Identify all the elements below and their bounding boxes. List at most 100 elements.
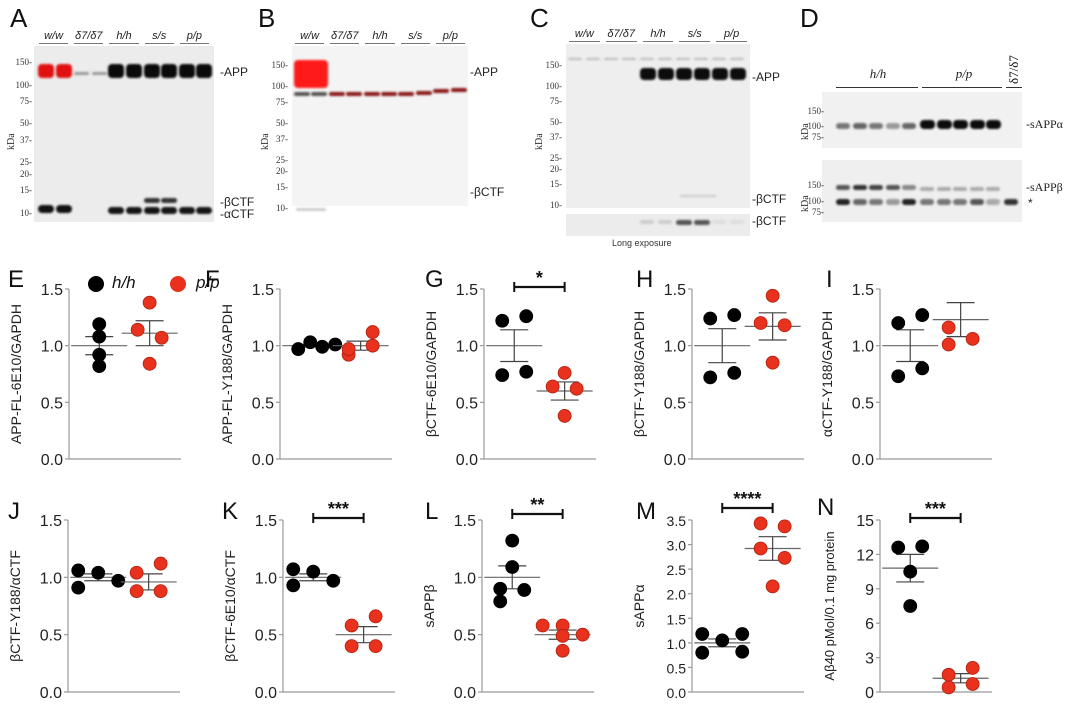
band-75 <box>294 92 310 96</box>
lane-bar <box>716 41 747 42</box>
series-pp <box>744 516 801 594</box>
mw-marker: 15- <box>276 181 288 192</box>
significance-label: *** <box>925 499 946 519</box>
band-100 <box>885 199 900 205</box>
y-tick-label: 1.5 <box>852 282 874 299</box>
mw-marker: 100- <box>807 121 825 131</box>
mw-marker: 15- <box>550 179 562 190</box>
bctf-band <box>161 198 178 203</box>
lane-bar-hh <box>836 87 918 88</box>
data-point <box>111 573 126 588</box>
series-pp <box>121 295 178 371</box>
app-band <box>74 72 89 75</box>
mw-marker: 75- <box>550 95 562 106</box>
y-tick-label: 9 <box>865 582 874 599</box>
band-100 <box>902 199 916 205</box>
data-point <box>153 556 168 571</box>
chart-panel-m: M 0.0 0.5 1.0 1.5 2.0 2.5 3.0 3.5 sAPPα **** <box>631 489 804 701</box>
y-tick-label: 1.0 <box>454 570 476 587</box>
y-tick-label: 0.0 <box>454 685 476 702</box>
panel-letter: E <box>8 266 24 293</box>
data-point <box>903 564 918 579</box>
band-100 <box>920 199 934 205</box>
y-tick-label: 0.5 <box>40 628 62 645</box>
series-hh <box>285 562 342 593</box>
y-tick-label: 0.5 <box>664 395 686 412</box>
data-point <box>142 356 157 371</box>
sapp-beta-band <box>953 187 967 191</box>
data-point <box>493 594 508 609</box>
y-tick-label: 1.5 <box>454 513 476 530</box>
data-point <box>941 337 956 352</box>
top-band <box>694 58 708 60</box>
actf-band <box>108 207 125 214</box>
lane-header: p/p <box>723 28 740 40</box>
mw-marker: 37- <box>20 135 32 146</box>
y-tick-label: 6 <box>865 616 874 633</box>
ctf-band <box>56 205 72 213</box>
data-point <box>765 288 780 303</box>
data-point <box>71 580 86 595</box>
band-75 <box>328 92 345 96</box>
y-tick-label: 1.0 <box>664 339 686 356</box>
y-axis-label: αCTF-Y188/GAPDH <box>819 311 835 437</box>
data-point <box>727 365 742 380</box>
lane-bar <box>400 43 430 44</box>
data-point <box>695 645 710 660</box>
y-tick-label: 2.5 <box>667 562 687 578</box>
y-tick-label: 1.0 <box>255 570 277 587</box>
panel-letter: L <box>425 498 438 525</box>
actf-band <box>178 207 195 214</box>
top-band <box>712 58 726 60</box>
panel-letter: N <box>817 494 834 521</box>
y-tick-label: 0.0 <box>41 452 63 469</box>
data-point <box>545 379 560 394</box>
y-axis-label: βCTF-Y188/GAPDH <box>631 311 647 437</box>
lane-bar <box>330 43 360 44</box>
y-tick-label: 0.0 <box>40 685 62 702</box>
band-label-app: -APP <box>752 70 781 84</box>
lane-header: s/s <box>687 28 702 40</box>
band-label-actf: -αCTF <box>220 207 255 221</box>
data-point <box>71 563 86 578</box>
sapp-beta-band <box>920 187 934 191</box>
y-tick-label: 1.5 <box>252 282 274 299</box>
data-point <box>130 322 145 337</box>
band-label-app: -APP <box>220 65 249 79</box>
sapp-alpha-band <box>969 120 985 129</box>
lane-header-pp: p/p <box>955 66 973 81</box>
series-hh <box>882 308 939 384</box>
sapp-alpha-band <box>953 120 968 129</box>
app-band <box>38 64 54 78</box>
data-point <box>753 516 768 531</box>
lane-bar <box>435 43 465 44</box>
data-point <box>753 541 768 556</box>
y-tick-label: 0.0 <box>252 452 274 469</box>
chart-panel-n: N 0 3 6 9 12 15 Aβ40 pMol/0.1 mg protein *** <box>817 494 992 702</box>
chart-panel-i: I 0.0 0.5 1.0 1.5 αCTF-Y188/GAPDH <box>819 266 992 469</box>
mw-marker: 75- <box>276 96 288 107</box>
mw-marker: 150- <box>545 60 563 70</box>
lane-header: δ7/δ7 <box>331 30 359 42</box>
series-pp <box>932 661 989 695</box>
mw-marker: 25- <box>276 154 288 165</box>
data-point <box>555 643 570 658</box>
mw-marker: 150- <box>271 60 289 70</box>
data-point <box>903 599 918 613</box>
app-band <box>712 68 728 80</box>
top-band <box>640 58 654 60</box>
lane-bar <box>569 41 600 42</box>
y-tick-label: 0.0 <box>852 452 874 469</box>
mw-marker: 100- <box>807 196 825 206</box>
mw-marker: 37- <box>276 133 288 144</box>
y-tick-label: 1.5 <box>255 513 277 530</box>
series-hh <box>484 533 541 609</box>
data-point <box>695 627 710 641</box>
data-point <box>341 342 356 356</box>
sapp-beta-band <box>869 185 883 190</box>
app-band <box>294 60 328 88</box>
chart-panel-h: H 0.0 0.5 1.0 1.5 βCTF-Y188/GAPDH <box>631 266 804 469</box>
data-point <box>891 316 906 330</box>
y-tick-label: 1.0 <box>40 570 62 587</box>
app-band <box>161 64 178 78</box>
